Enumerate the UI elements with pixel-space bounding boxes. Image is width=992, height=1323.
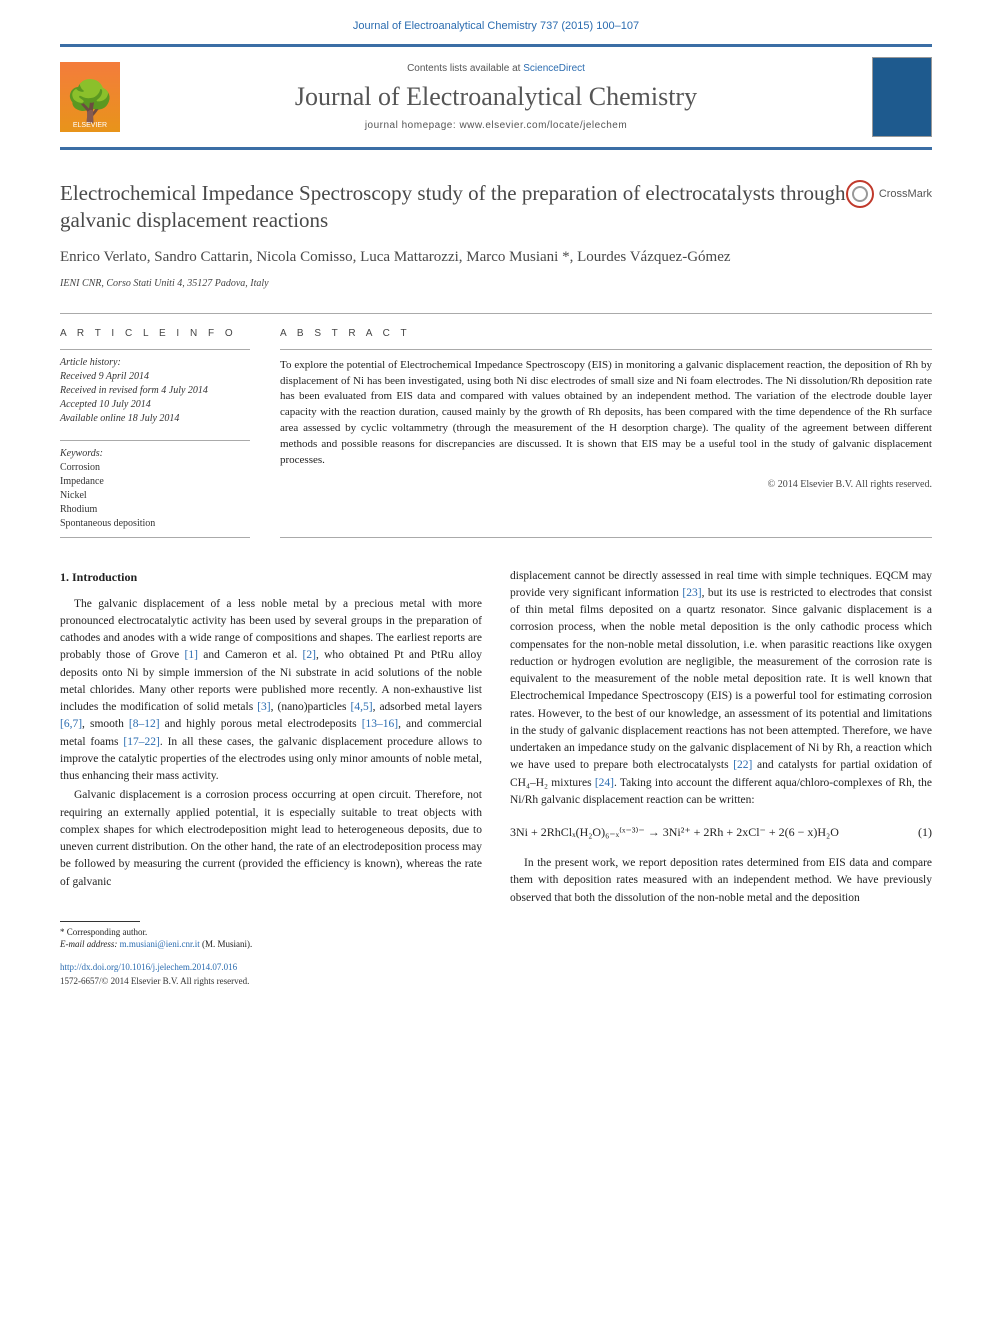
citation-header: Journal of Electroanalytical Chemistry 7…: [60, 20, 932, 32]
paragraph: Galvanic displacement is a corrosion pro…: [60, 787, 482, 891]
ref-link[interactable]: [6,7]: [60, 718, 82, 730]
ref-link[interactable]: [22]: [733, 759, 752, 771]
paragraph: In the present work, we report depositio…: [510, 855, 932, 907]
sciencedirect-link[interactable]: ScienceDirect: [523, 63, 585, 74]
journal-cover-thumbnail: [872, 57, 932, 137]
elsevier-logo: 🌳 ELSEVIER: [60, 62, 120, 132]
abstract-copyright: © 2014 Elsevier B.V. All rights reserved…: [280, 479, 932, 490]
journal-masthead: 🌳 ELSEVIER Contents lists available at S…: [60, 44, 932, 150]
keyword: Nickel: [60, 489, 250, 503]
ref-link[interactable]: [3]: [257, 701, 270, 713]
paragraph: The galvanic displacement of a less nobl…: [60, 596, 482, 786]
article-info-sidebar: A R T I C L E I N F O Article history: R…: [60, 328, 250, 538]
abstract-text: To explore the potential of Electrochemi…: [280, 349, 932, 470]
ref-link[interactable]: [24]: [595, 777, 614, 789]
keyword: Spontaneous deposition: [60, 517, 250, 531]
article-title: Electrochemical Impedance Spectroscopy s…: [60, 180, 846, 235]
ref-link[interactable]: [1]: [185, 649, 198, 661]
paragraph: displacement cannot be directly assessed…: [510, 568, 932, 810]
journal-homepage: journal homepage: www.elsevier.com/locat…: [140, 120, 852, 131]
keyword: Corrosion: [60, 461, 250, 475]
author-list: Enrico Verlato, Sandro Cattarin, Nicola …: [60, 247, 932, 268]
article-info-label: A R T I C L E I N F O: [60, 328, 250, 339]
accepted-date: Accepted 10 July 2014: [60, 398, 250, 412]
ref-link[interactable]: [8–12]: [129, 718, 160, 730]
corresponding-author-footnote: * Corresponding author. E-mail address: …: [60, 926, 482, 951]
body-column-right: displacement cannot be directly assessed…: [510, 568, 932, 988]
contents-available: Contents lists available at ScienceDirec…: [140, 63, 852, 74]
ref-link[interactable]: [4,5]: [351, 701, 373, 713]
online-date: Available online 18 July 2014: [60, 412, 250, 426]
affiliation: IENI CNR, Corso Stati Uniti 4, 35127 Pad…: [60, 278, 932, 289]
doi-line: http://dx.doi.org/10.1016/j.jelechem.201…: [60, 961, 482, 975]
equation-1: 3Ni + 2RhClₓ(H₂O)₆₋ₓ⁽ˣ⁻³⁾⁻ → 3Ni²⁺ + 2Rh…: [510, 823, 932, 841]
abstract-section: A B S T R A C T To explore the potential…: [280, 328, 932, 538]
section-1-title: 1. Introduction: [60, 568, 482, 586]
keyword: Rhodium: [60, 503, 250, 517]
keyword: Impedance: [60, 475, 250, 489]
keywords-label: Keywords:: [60, 447, 250, 461]
ref-link[interactable]: [17–22]: [123, 736, 159, 748]
doi-link[interactable]: http://dx.doi.org/10.1016/j.jelechem.201…: [60, 962, 237, 972]
abstract-label: A B S T R A C T: [280, 328, 932, 339]
crossmark-icon: [846, 180, 874, 208]
ref-link[interactable]: [2]: [303, 649, 316, 661]
ref-link[interactable]: [13–16]: [362, 718, 398, 730]
email-link[interactable]: m.musiani@ieni.cnr.it: [120, 939, 200, 949]
crossmark-badge[interactable]: CrossMark: [846, 180, 932, 208]
history-label: Article history:: [60, 356, 250, 370]
revised-date: Received in revised form 4 July 2014: [60, 384, 250, 398]
journal-name: Journal of Electroanalytical Chemistry: [140, 82, 852, 112]
footer-copyright: 1572-6657/© 2014 Elsevier B.V. All right…: [60, 975, 482, 989]
received-date: Received 9 April 2014: [60, 370, 250, 384]
body-column-left: 1. Introduction The galvanic displacemen…: [60, 568, 482, 988]
ref-link[interactable]: [23]: [682, 587, 701, 599]
